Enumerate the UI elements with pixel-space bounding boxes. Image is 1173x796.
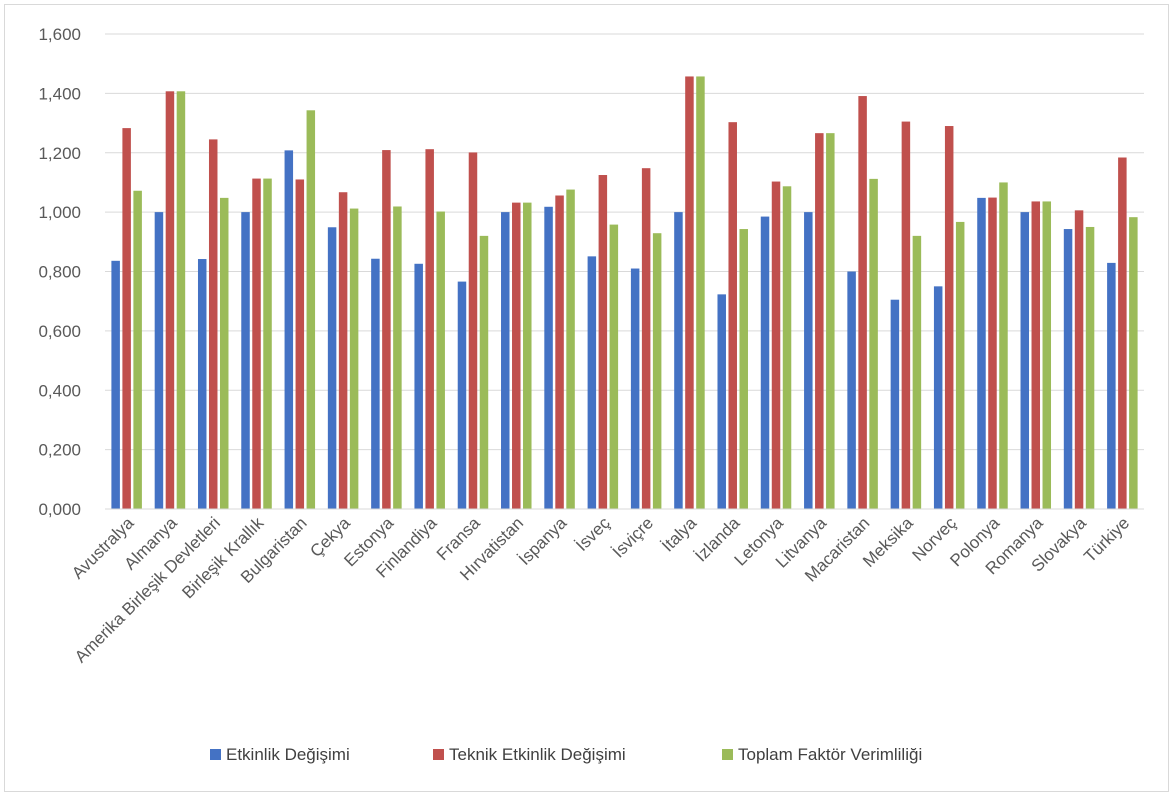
bar-2 bbox=[122, 128, 131, 509]
y-tick-label: 1,000 bbox=[38, 203, 81, 222]
bar-1 bbox=[544, 206, 553, 509]
bar-2 bbox=[728, 122, 737, 509]
bar-2 bbox=[641, 168, 651, 509]
bar-3 bbox=[436, 211, 445, 509]
bar-1 bbox=[630, 268, 640, 509]
gridlines bbox=[105, 33, 1144, 451]
bar-3 bbox=[1129, 217, 1138, 509]
y-tick-label: 0,600 bbox=[38, 322, 81, 341]
bar-3 bbox=[609, 224, 619, 509]
bar-2 bbox=[382, 150, 391, 509]
bar-2 bbox=[988, 197, 997, 509]
bar-1 bbox=[371, 258, 380, 509]
legend-swatch bbox=[210, 749, 221, 760]
bar-2 bbox=[425, 149, 434, 509]
bar-2 bbox=[512, 202, 521, 509]
y-tick-label: 0,000 bbox=[38, 500, 81, 519]
legend-label: Toplam Faktör Verimliliği bbox=[738, 745, 922, 764]
legend-label: Etkinlik Değişimi bbox=[226, 745, 350, 764]
chart-frame: 0,000 0,200 0,400 0,600 0,800 1,000 1,200 1,400… bbox=[4, 4, 1169, 792]
bar-3 bbox=[1085, 226, 1095, 509]
bar-1 bbox=[717, 294, 726, 509]
x-tick-label: Avustralya bbox=[68, 513, 138, 583]
bar-2 bbox=[1074, 210, 1084, 509]
bar-3 bbox=[869, 178, 878, 509]
bar-1 bbox=[414, 263, 423, 509]
bar-3 bbox=[176, 91, 186, 509]
bar-2 bbox=[815, 133, 824, 509]
bar-1 bbox=[154, 212, 164, 509]
x-tick-label: İsveç bbox=[572, 513, 614, 555]
bar-1 bbox=[1063, 229, 1073, 509]
bar-3 bbox=[349, 208, 359, 509]
bar-2 bbox=[252, 178, 261, 509]
bar-2 bbox=[1118, 157, 1127, 509]
bar-3 bbox=[696, 76, 705, 509]
bar-2 bbox=[858, 96, 867, 509]
bar-3 bbox=[826, 133, 835, 509]
bar-3 bbox=[652, 233, 662, 509]
bar-3 bbox=[393, 206, 402, 509]
bar-3 bbox=[566, 189, 575, 509]
bar-2 bbox=[555, 195, 564, 509]
bar-2 bbox=[771, 181, 781, 509]
bar-1 bbox=[933, 286, 943, 509]
y-tick-label: 0,400 bbox=[38, 381, 81, 400]
bar-3 bbox=[739, 229, 748, 509]
bar-2 bbox=[338, 192, 348, 509]
y-axis-tick-labels: 0,000 0,200 0,400 0,600 0,800 1,000 1,200 1,400… bbox=[38, 25, 81, 519]
bar-2 bbox=[1031, 201, 1041, 509]
legend-swatch bbox=[722, 749, 733, 760]
bar-1 bbox=[1107, 262, 1116, 509]
bars bbox=[111, 76, 1138, 509]
bar-3 bbox=[306, 110, 316, 509]
y-tick-label: 1,200 bbox=[38, 144, 81, 163]
bar-2 bbox=[598, 175, 608, 509]
bar-3 bbox=[523, 202, 532, 509]
bar-1 bbox=[760, 216, 770, 509]
bar-3 bbox=[133, 190, 142, 509]
bar-1 bbox=[111, 260, 120, 509]
x-tick-label: Türkiye bbox=[1080, 513, 1133, 566]
bar-1 bbox=[501, 212, 510, 509]
bar-1 bbox=[457, 281, 467, 509]
bar-2 bbox=[165, 91, 175, 509]
bar-2 bbox=[685, 76, 694, 509]
bar-2 bbox=[295, 179, 305, 509]
bar-1 bbox=[890, 299, 900, 509]
bar-3 bbox=[479, 235, 489, 509]
bar-3 bbox=[782, 186, 792, 509]
bar-2 bbox=[208, 139, 218, 509]
bar-1 bbox=[327, 227, 337, 509]
bar-chart: 0,000 0,200 0,400 0,600 0,800 1,000 1,200 1,400… bbox=[38, 25, 1144, 764]
bar-1 bbox=[674, 212, 683, 509]
bar-3 bbox=[1042, 201, 1052, 509]
x-tick-label: İsviçre bbox=[609, 513, 657, 561]
bar-3 bbox=[999, 182, 1008, 509]
bar-2 bbox=[468, 152, 478, 509]
bar-1 bbox=[804, 212, 813, 509]
y-tick-label: 0,200 bbox=[38, 441, 81, 460]
bar-1 bbox=[284, 150, 294, 509]
y-tick-label: 1,600 bbox=[38, 25, 81, 44]
bar-3 bbox=[955, 221, 965, 509]
x-tick-label: İspanya bbox=[515, 513, 571, 569]
bar-3 bbox=[219, 197, 229, 509]
bar-2 bbox=[944, 126, 954, 509]
bar-1 bbox=[847, 271, 856, 509]
legend-swatch bbox=[433, 749, 444, 760]
bar-3 bbox=[912, 235, 922, 509]
bar-1 bbox=[587, 256, 597, 509]
bar-1 bbox=[977, 197, 986, 509]
bar-1 bbox=[197, 259, 207, 509]
y-tick-label: 1,400 bbox=[38, 84, 81, 103]
bar-2 bbox=[901, 121, 911, 509]
legend-label: Teknik Etkinlik Değişimi bbox=[449, 745, 626, 764]
y-tick-label: 0,800 bbox=[38, 263, 81, 282]
bar-3 bbox=[263, 178, 272, 509]
bar-1 bbox=[1020, 212, 1030, 509]
bar-1 bbox=[241, 212, 250, 509]
legend: Etkinlik Değişimi Teknik Etkinlik Değişim… bbox=[210, 745, 922, 764]
